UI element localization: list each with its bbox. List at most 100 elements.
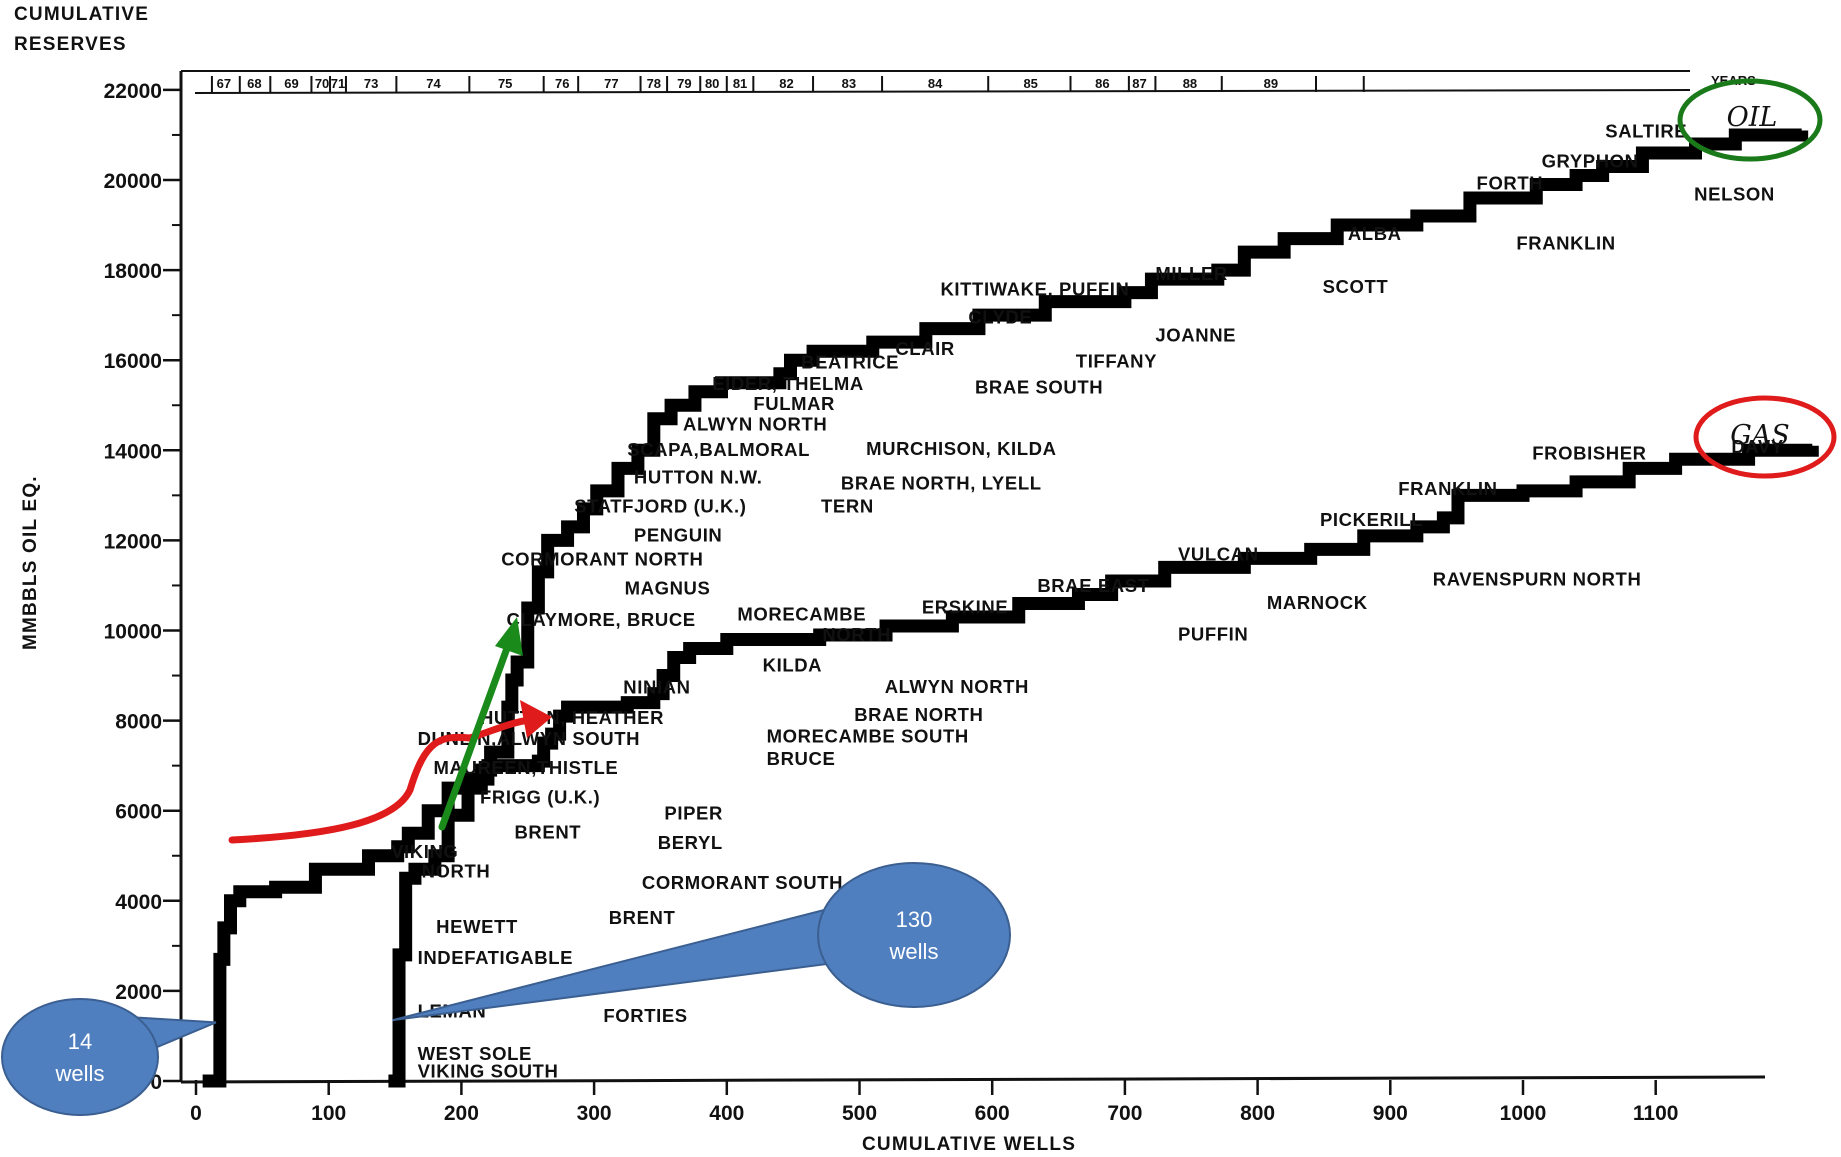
x-tick-label: 200	[444, 1102, 479, 1125]
x-tick-label: 500	[842, 1102, 877, 1125]
field-label: FRANKLIN	[1516, 233, 1615, 254]
y-axis-top-title-line2: RESERVES	[14, 34, 127, 55]
field-label: BRENT	[514, 821, 581, 842]
x-tick-label: 1100	[1633, 1102, 1679, 1125]
x-tick-label: 300	[577, 1102, 612, 1125]
field-label: VIKING SOUTH	[418, 1061, 559, 1082]
field-label: MORECAMBE SOUTH	[767, 725, 969, 746]
field-label: NELSON	[1694, 184, 1775, 205]
field-label: FRIGG (U.K.)	[480, 786, 600, 807]
field-label: NORTH	[422, 861, 491, 882]
field-label: TIFFANY	[1076, 351, 1157, 372]
year-label-73: 73	[364, 76, 378, 91]
gas-badge-ellipse	[1693, 395, 1837, 479]
oil-trend-arrow	[438, 636, 514, 831]
y-tick-label: 6000	[115, 801, 162, 824]
oil-badge-ellipse	[1677, 78, 1823, 162]
year-label-82: 82	[779, 76, 793, 91]
field-label: ALWYN NORTH	[885, 676, 1029, 697]
year-label-71: 71	[331, 76, 345, 91]
oil-trend-arrowhead	[495, 617, 523, 656]
x-tick-label: 700	[1107, 1102, 1142, 1125]
year-label-69: 69	[284, 76, 298, 91]
field-label: BRAE NORTH, LYELL	[841, 473, 1042, 494]
y-tick-label: 22000	[104, 80, 162, 103]
field-label: CLAYMORE, BRUCE	[507, 609, 696, 630]
field-label: MARNOCK	[1267, 592, 1368, 613]
field-label: JOANNE	[1155, 325, 1236, 346]
field-label: MORECAMBE	[737, 603, 866, 624]
callout-14-wells: 14 wells	[1, 998, 217, 1116]
y-tick-label: 20000	[104, 170, 162, 193]
field-label: KILDA	[763, 654, 823, 675]
x-tick-label: 900	[1373, 1102, 1408, 1125]
field-label: FULMAR	[753, 393, 835, 414]
field-label: PIPER	[664, 803, 723, 824]
y-tick-label: 16000	[104, 350, 162, 373]
oil-badge-label: OIL	[1727, 102, 1778, 133]
year-label-67: 67	[217, 76, 231, 91]
field-label: BRENT	[609, 907, 676, 928]
field-label: BEATRICE	[801, 352, 899, 373]
year-label-88: 88	[1183, 76, 1197, 91]
year-label-76: 76	[555, 76, 569, 91]
field-label: WEST SOLE	[418, 1043, 532, 1064]
x-axis-title: CUMULATIVE WELLS	[862, 1134, 1076, 1155]
field-label: BRAE SOUTH	[975, 376, 1103, 397]
field-label: EIDER, THELMA	[712, 373, 864, 394]
x-tick-label: 100	[311, 1102, 346, 1125]
field-label: GRYPHON	[1542, 151, 1639, 172]
field-label: TERN	[821, 495, 874, 516]
callout-130-wells-line2: wells	[889, 939, 939, 964]
gas-trend-arrowhead	[520, 700, 552, 738]
field-label: DAVY	[1731, 436, 1783, 457]
x-tick-label: 800	[1240, 1102, 1275, 1125]
year-label-75: 75	[498, 76, 512, 91]
field-label: MAGNUS	[625, 578, 711, 599]
callout-130-wells-line1: 130	[896, 907, 933, 932]
field-label: BRAE EAST	[1037, 575, 1149, 596]
x-tick-label: 400	[709, 1102, 744, 1125]
year-label-68: 68	[247, 76, 261, 91]
callout-130-wells: 130 wells	[392, 862, 1011, 1022]
year-label-81: 81	[733, 76, 747, 91]
year-label-77: 77	[604, 76, 618, 91]
field-label: PUFFIN	[1178, 624, 1248, 645]
y-tick-label: 8000	[115, 711, 162, 734]
y-axis-top-title-line1: CUMULATIVE	[14, 4, 149, 25]
field-label: BRUCE	[767, 748, 836, 769]
field-label: CLYDE	[968, 307, 1032, 328]
field-label: STATFJORD (U.K.)	[574, 495, 746, 516]
plot-area: 67 68 69 70 71 73 74 75 76 77 78 79 80 81 82 83 84 85 86 87…	[104, 70, 1819, 1125]
field-label: ERSKINE	[922, 597, 1008, 618]
field-label: SCOTT	[1323, 276, 1389, 297]
field-label: CLAIR	[895, 338, 955, 359]
callout-14-wells-line2: wells	[55, 1061, 105, 1086]
y-tick-label: 12000	[104, 530, 162, 553]
y-tick-label: 2000	[115, 981, 162, 1004]
field-label: ALBA	[1348, 223, 1402, 244]
field-label: BERYL	[658, 832, 723, 853]
field-label: MURCHISON, KILDA	[866, 438, 1056, 459]
field-label: PENGUIN	[634, 525, 723, 546]
x-axis-line	[180, 1075, 1766, 1084]
year-label-70: 70	[315, 76, 329, 91]
series-line-oil	[388, 128, 1809, 1088]
field-label: KITTIWAKE, PUFFIN	[940, 279, 1129, 300]
y-tick-label: 4000	[115, 891, 162, 914]
gas-trend-arrow	[228, 716, 534, 844]
field-label: FROBISHER	[1532, 443, 1646, 464]
field-label: ALWYN NORTH	[683, 414, 827, 435]
field-label: RAVENSPURN NORTH	[1433, 569, 1642, 590]
field-label: CORMORANT SOUTH	[642, 872, 843, 893]
x-tick-label: 1000	[1500, 1102, 1547, 1125]
field-label: NINIAN	[623, 676, 690, 697]
year-label-86: 86	[1095, 76, 1109, 91]
year-label-74: 74	[426, 76, 441, 91]
annotation-overlays: OIL GAS 14 wells 130 wells	[1, 78, 1837, 1116]
y-tick-label: 18000	[104, 260, 162, 283]
callout-14-wells-line1: 14	[68, 1029, 92, 1054]
field-label: MAUREEN,THISTLE	[434, 757, 619, 778]
y-tick-label: 10000	[104, 621, 162, 644]
